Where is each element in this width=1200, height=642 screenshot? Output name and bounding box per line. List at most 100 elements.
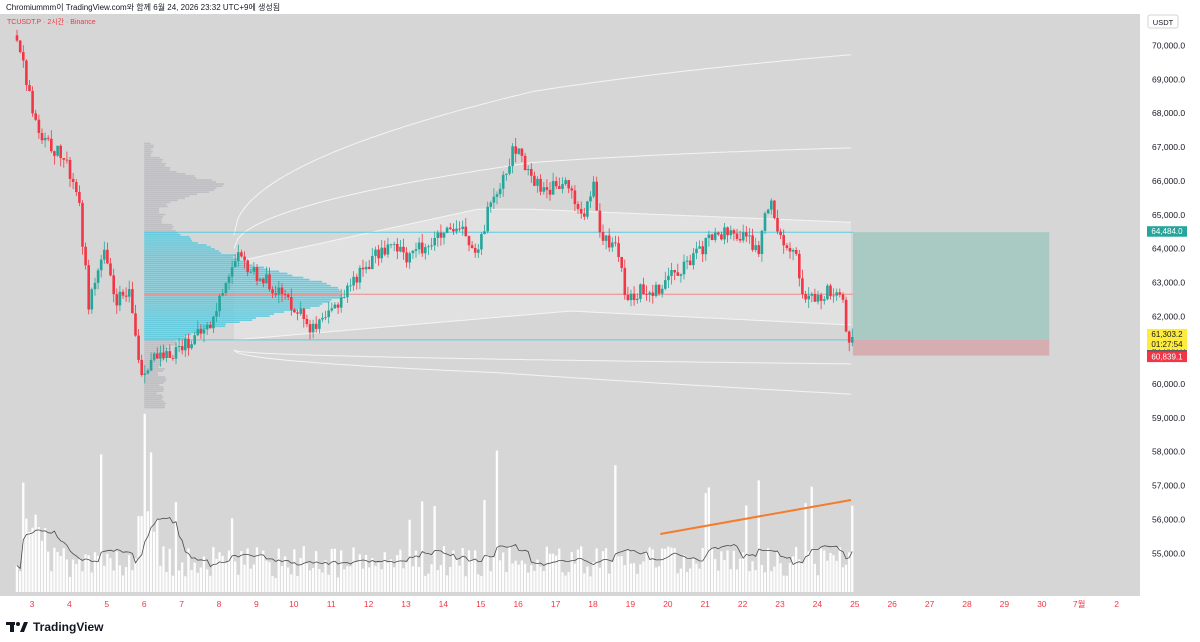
- candle-body: [121, 291, 125, 296]
- candle-body: [233, 261, 237, 268]
- candle-body: [321, 317, 324, 320]
- candle-body: [710, 234, 714, 240]
- candle-body: [804, 294, 807, 300]
- volume-bar: [788, 563, 792, 592]
- candle-body: [798, 253, 801, 279]
- price-badge-label: 64,484.0: [1151, 227, 1183, 236]
- volume-profile-row: [144, 240, 193, 242]
- inner-lower-band: [233, 310, 852, 341]
- candle-body: [723, 227, 726, 240]
- volume-bar: [115, 551, 118, 592]
- price-tick-label: 59,000.0: [1152, 413, 1185, 423]
- candle-body: [439, 232, 443, 238]
- chart-canvas[interactable]: 70,000.0 69,000.0 68,000.0 67,000.0 66,000.0…: [0, 0, 1200, 614]
- volume-bar: [539, 566, 542, 592]
- long-position-tool[interactable]: [852, 232, 1050, 356]
- candle-body: [654, 284, 658, 296]
- volume-bar: [340, 550, 343, 592]
- price-badge-label: 01:27:54: [1151, 340, 1183, 349]
- volume-bar: [835, 560, 838, 592]
- volume-bar: [445, 575, 449, 592]
- volume-bar: [262, 550, 265, 592]
- price-tick-label: 67,000.0: [1152, 142, 1185, 152]
- volume-bar: [714, 559, 717, 592]
- candle-body: [396, 244, 399, 252]
- volume-bar: [495, 450, 499, 592]
- candle-body: [168, 351, 172, 358]
- volume-bar: [810, 486, 813, 592]
- volume-bar: [302, 546, 305, 592]
- candle-body: [22, 52, 25, 61]
- candle-body: [642, 284, 645, 295]
- volume-bar: [480, 575, 483, 592]
- volume-profile-row: [144, 317, 256, 319]
- symbol-legend[interactable]: TCUSDT.P · 2시간 · Binance: [7, 17, 96, 26]
- volume-bar: [380, 569, 383, 592]
- volume-bar: [517, 564, 520, 592]
- candle-body: [819, 294, 823, 301]
- candle-body: [371, 255, 374, 269]
- volume-profile-row: [144, 258, 240, 261]
- candle-body: [763, 213, 767, 231]
- candle-body: [205, 324, 209, 330]
- candle-body: [676, 272, 680, 276]
- volume-bar: [106, 553, 109, 592]
- candle-body: [511, 146, 514, 167]
- volume-profile-row: [144, 199, 178, 202]
- volume-profile-row: [144, 156, 160, 159]
- volume-bar: [333, 548, 336, 592]
- volume-bar: [159, 565, 162, 592]
- volume-bar: [318, 568, 321, 592]
- candle-body: [224, 282, 228, 293]
- candle-body: [156, 353, 159, 359]
- volume-profile-row: [144, 311, 285, 313]
- candlesticks: [15, 29, 854, 384]
- candle-body: [682, 261, 686, 275]
- tradingview-logo[interactable]: TradingView: [6, 620, 103, 634]
- volume-profile-row: [144, 146, 154, 149]
- candle-body: [352, 276, 355, 286]
- candle-body: [558, 186, 561, 189]
- volume-bar: [555, 555, 558, 592]
- volume-bar: [327, 574, 330, 592]
- volume-bar: [371, 558, 374, 592]
- volume-profile-row: [144, 234, 181, 236]
- volume-bar: [124, 567, 128, 592]
- candle-body: [402, 246, 405, 253]
- price-tick-label: 65,000.0: [1152, 210, 1185, 220]
- volume-profile-row: [144, 388, 164, 391]
- candle-body: [611, 242, 614, 248]
- candle-body: [782, 235, 785, 246]
- trend-line[interactable]: [660, 499, 852, 535]
- candle-body: [573, 190, 577, 205]
- currency-button[interactable]: USDT: [1147, 14, 1179, 29]
- volume-bar: [757, 480, 760, 592]
- volume-bar: [31, 527, 34, 592]
- candle-body: [483, 231, 486, 235]
- volume-bar: [586, 566, 589, 592]
- volume-bar: [745, 505, 748, 592]
- candle-body: [586, 201, 589, 217]
- volume-profile-row: [144, 246, 211, 248]
- volume-bar: [56, 551, 59, 592]
- price-tick-label: 58,000.0: [1152, 447, 1185, 457]
- candle-body: [318, 319, 321, 329]
- volume-bar: [763, 572, 767, 592]
- volume-bar: [819, 548, 823, 592]
- candle-body: [249, 271, 253, 273]
- time-tick-label: 17: [551, 599, 561, 609]
- volume-bar: [670, 547, 673, 592]
- candle-body: [414, 249, 418, 251]
- volume-bar: [785, 575, 788, 592]
- volume-profile-row: [144, 299, 332, 301]
- volume-bar: [848, 552, 851, 592]
- volume-bar: [199, 567, 202, 592]
- volume-bar: [128, 555, 131, 592]
- volume-bar: [511, 563, 514, 592]
- volume-bar: [190, 570, 193, 592]
- volume-bar: [355, 562, 358, 592]
- volume-bar: [632, 563, 636, 592]
- volume-bar: [502, 552, 505, 592]
- candle-body: [68, 160, 72, 179]
- price-tick-label: 55,000.0: [1152, 548, 1185, 558]
